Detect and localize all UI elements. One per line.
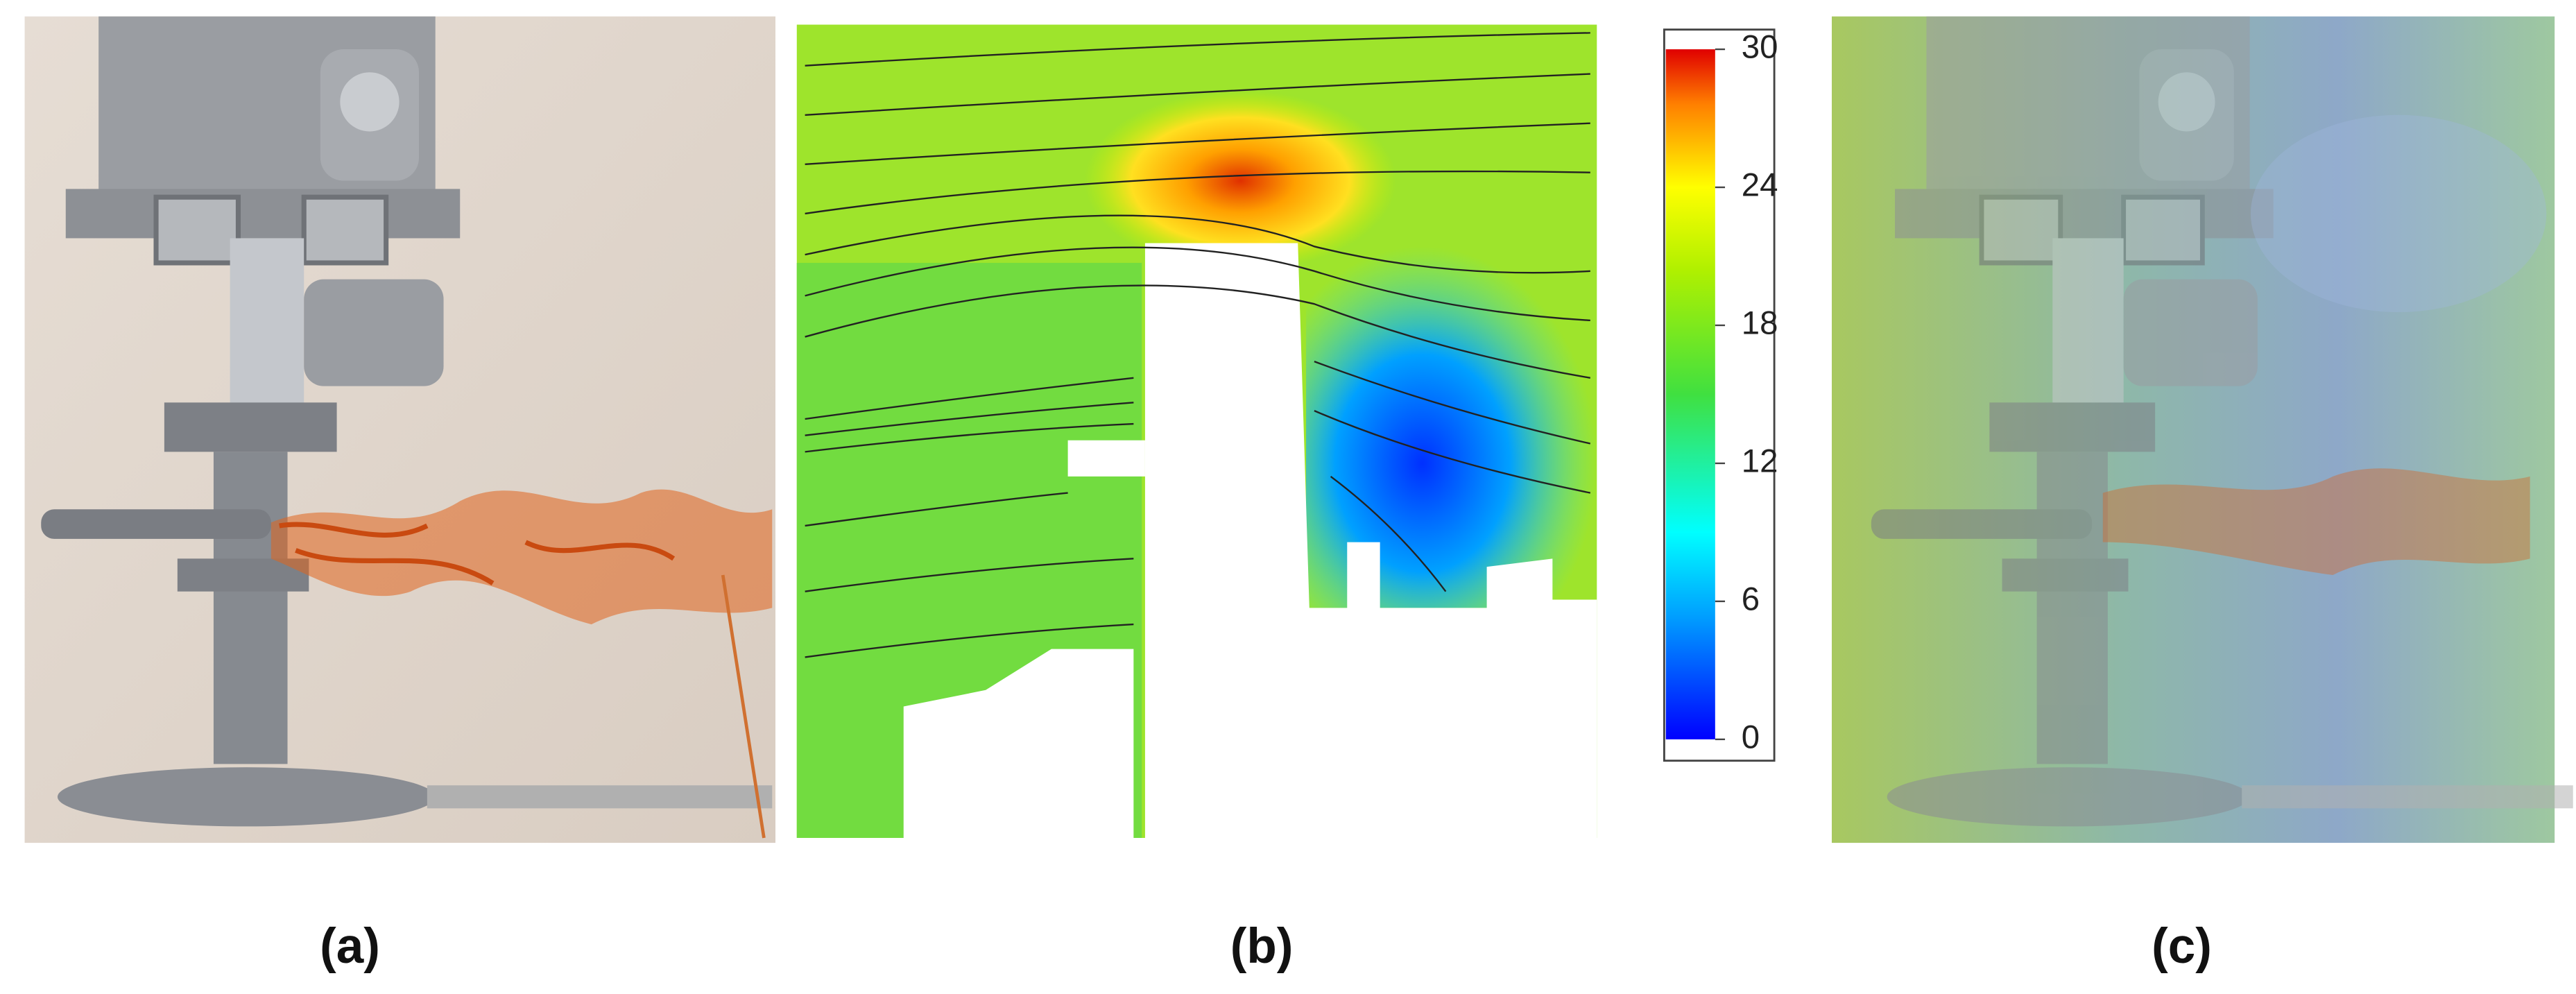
colorbar-tick-label: 30: [1742, 29, 1778, 66]
panel-b-flow-field: [796, 24, 1597, 838]
streamlines: [805, 32, 1591, 658]
colorbar-tick-label: 0: [1742, 719, 1760, 755]
colorbar-tick-label: 18: [1742, 305, 1778, 341]
panel-c-overlay: [1832, 17, 2573, 843]
colorbar-tick-label: 24: [1742, 167, 1778, 204]
panel-label: (b): [1230, 919, 1294, 974]
panel-a-photo: [24, 17, 775, 843]
colorbar-tick-label: 6: [1742, 581, 1760, 617]
panel-label: (a): [320, 919, 380, 974]
colorbar: 0 6 12 18 24 30: [1663, 28, 1778, 762]
colorbar-tick-label: 12: [1742, 443, 1778, 479]
panel-label: (c): [2152, 919, 2212, 974]
